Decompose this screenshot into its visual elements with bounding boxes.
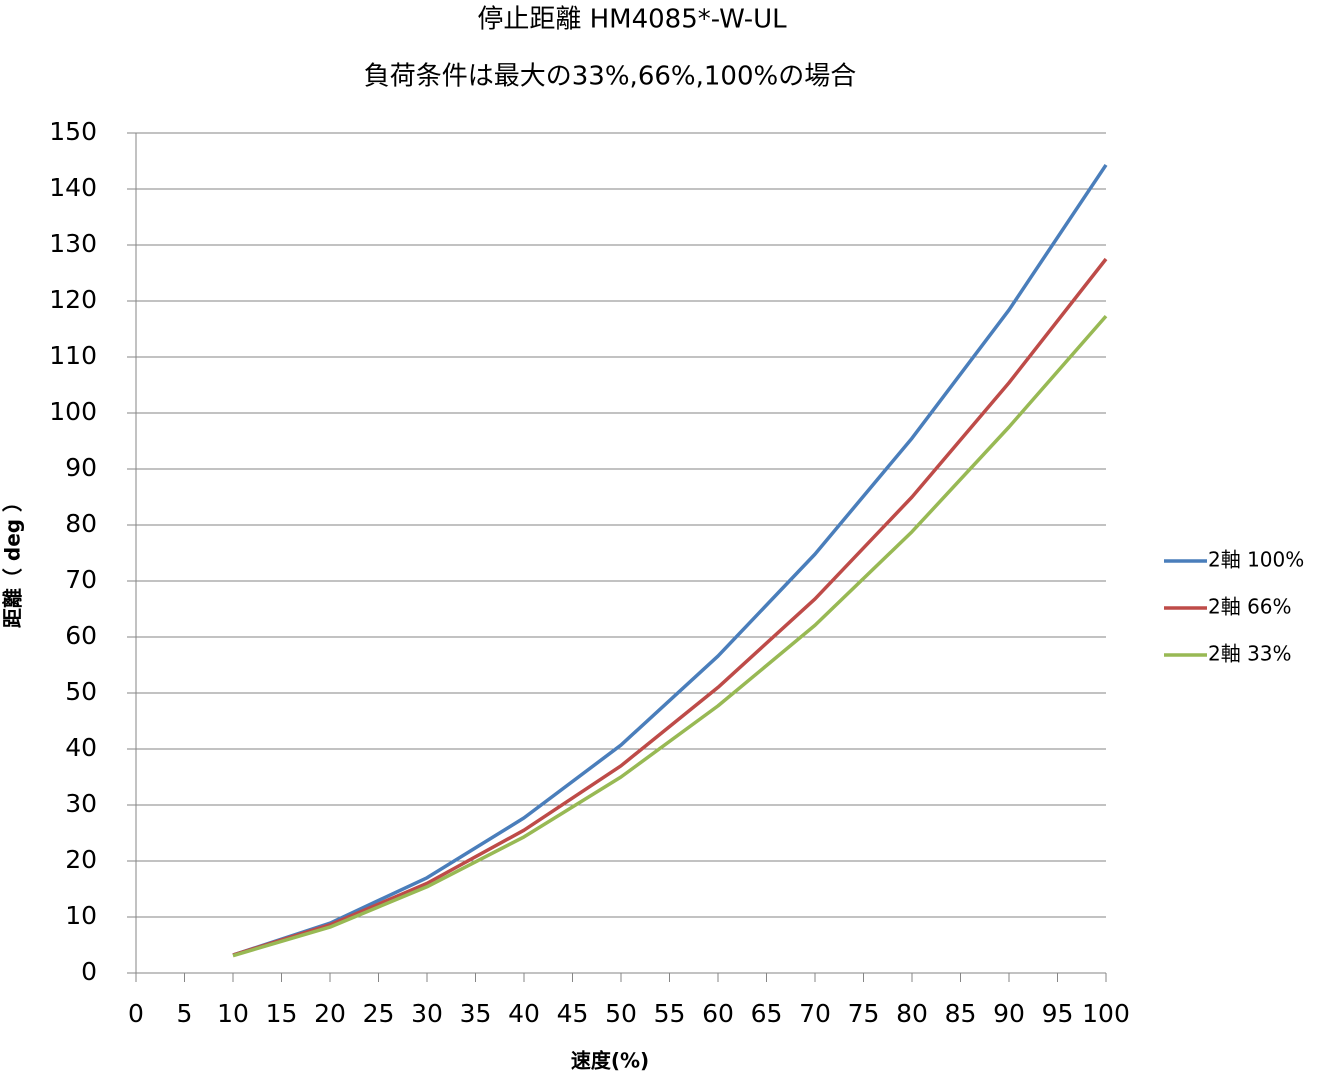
- series-line: [232, 314, 1108, 958]
- y-tick-label: 120: [49, 285, 97, 314]
- x-tick-label: 20: [314, 999, 346, 1028]
- y-axis-title: 距離（ deg ）: [1, 492, 25, 628]
- y-tick-label: 60: [65, 621, 97, 650]
- x-tick-label: 75: [848, 999, 880, 1028]
- x-tick-label: 70: [799, 999, 831, 1028]
- y-tick-label: 40: [65, 733, 97, 762]
- x-tick-label: 45: [557, 999, 589, 1028]
- y-tick-label: 130: [49, 229, 97, 258]
- y-tick-label: 10: [65, 901, 97, 930]
- x-tick-label: 100: [1082, 999, 1130, 1028]
- y-tick-label: 110: [49, 341, 97, 370]
- x-tick-label: 15: [266, 999, 298, 1028]
- x-tick-label: 60: [702, 999, 734, 1028]
- x-axis-title: 速度(%): [571, 1049, 649, 1073]
- legend-label: 2軸 33%: [1208, 642, 1292, 666]
- y-tick-label: 70: [65, 565, 97, 594]
- y-tick-label: 0: [81, 957, 97, 986]
- x-tick-label: 55: [654, 999, 686, 1028]
- series-line: [232, 163, 1108, 957]
- x-tick-label: 30: [411, 999, 443, 1028]
- y-tick-label: 20: [65, 845, 97, 874]
- legend-label: 2軸 66%: [1208, 595, 1292, 619]
- y-tick-label: 80: [65, 509, 97, 538]
- x-tick-label: 50: [605, 999, 637, 1028]
- x-tick-label: 40: [508, 999, 540, 1028]
- series-line: [232, 257, 1108, 957]
- x-tick-label: 85: [945, 999, 977, 1028]
- x-tick-label: 10: [217, 999, 249, 1028]
- x-tick-label: 0: [128, 999, 144, 1028]
- y-tick-label: 30: [65, 789, 97, 818]
- y-tick-label: 90: [65, 453, 97, 482]
- x-tick-label: 5: [177, 999, 193, 1028]
- y-tick-label: 100: [49, 397, 97, 426]
- x-tick-label: 65: [751, 999, 783, 1028]
- x-tick-label: 80: [896, 999, 928, 1028]
- y-tick-label: 50: [65, 677, 97, 706]
- x-tick-label: 90: [993, 999, 1025, 1028]
- x-tick-label: 25: [363, 999, 395, 1028]
- x-tick-label: 95: [1042, 999, 1074, 1028]
- chart-title: 停止距離 HM4085*-W-UL: [477, 5, 787, 35]
- y-tick-label: 150: [49, 117, 97, 146]
- chart-subtitle: 負荷条件は最大の33%,66%,100%の場合: [364, 62, 856, 92]
- y-tick-label: 140: [49, 173, 97, 202]
- legend-label: 2軸 100%: [1208, 548, 1304, 572]
- x-tick-label: 35: [460, 999, 492, 1028]
